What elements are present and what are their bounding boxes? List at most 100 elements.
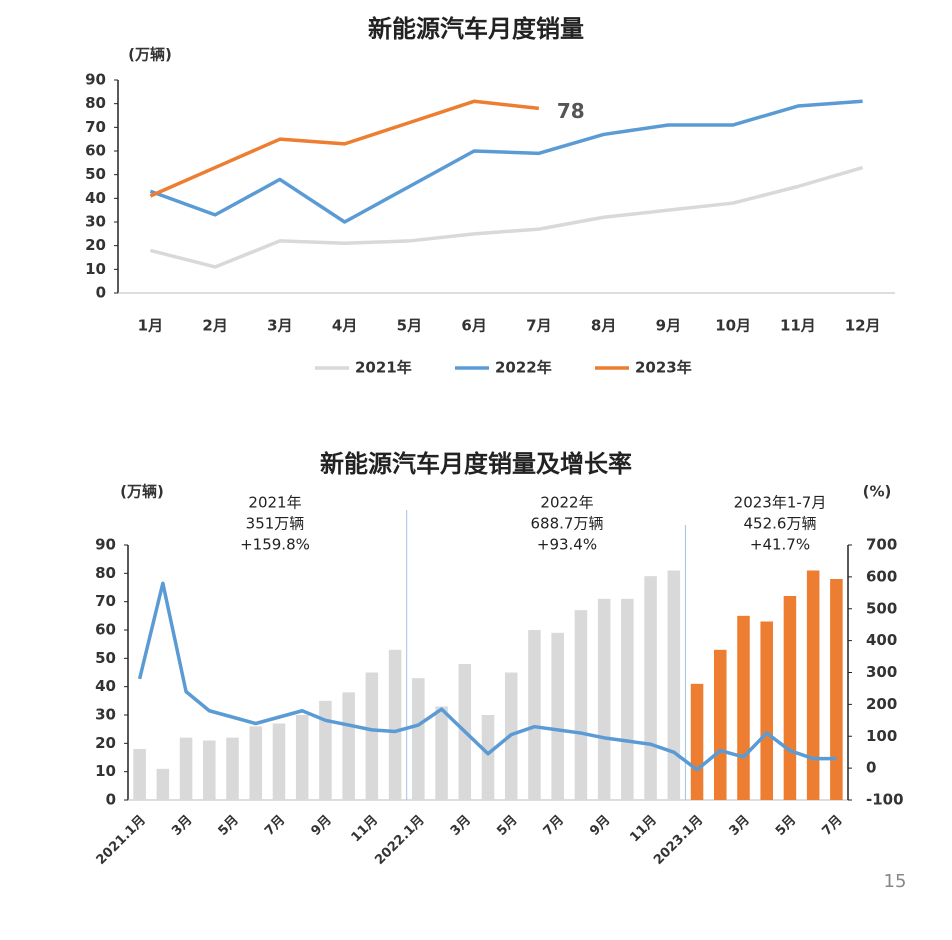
bar xyxy=(806,570,820,800)
chart-title: 新能源汽车月度销量 xyxy=(368,15,584,43)
x-tick-label: 5月 xyxy=(216,813,242,839)
annotation: 2022年 xyxy=(540,494,593,512)
y-axis-label: (万辆) xyxy=(128,46,172,64)
bar xyxy=(713,649,727,800)
x-tick-label: 2022.1月 xyxy=(372,813,427,868)
y-tick-label: 10 xyxy=(95,762,116,780)
line xyxy=(137,581,837,772)
bar xyxy=(667,570,681,800)
x-tick-label: 11月 xyxy=(780,317,816,335)
y-tick-label: 20 xyxy=(85,236,106,254)
x-tick-label: 2023.1月 xyxy=(651,813,706,868)
x-tick-label: 2021.1月 xyxy=(94,813,149,868)
y-tick-label: 70 xyxy=(85,118,106,136)
y2-tick-label: 300 xyxy=(866,663,897,681)
y2-tick-label: 0 xyxy=(866,759,876,777)
annotation: +41.7% xyxy=(750,536,810,554)
bar xyxy=(690,683,704,800)
y-tick-label: 0 xyxy=(106,791,116,809)
bar xyxy=(319,700,332,800)
annotation: +93.4% xyxy=(537,536,597,554)
legend-label: 2021年 xyxy=(355,359,412,377)
x-tick-label: 7月 xyxy=(819,813,845,839)
bar xyxy=(249,726,263,800)
bar xyxy=(156,768,170,800)
annotation: 452.6万辆 xyxy=(744,515,817,533)
y-tick-label: 0 xyxy=(96,284,106,302)
y-tick-label: 60 xyxy=(85,142,106,160)
annotation: 688.7万辆 xyxy=(531,515,604,533)
y-tick-label: 40 xyxy=(95,677,116,695)
bar xyxy=(226,737,239,800)
chart-title: 新能源汽车月度销量及增长率 xyxy=(320,450,632,478)
line xyxy=(149,165,864,269)
y-tick-label: 80 xyxy=(85,94,106,112)
bar xyxy=(621,598,634,800)
y-tick-label: 90 xyxy=(95,536,116,554)
x-tick-label: 6月 xyxy=(461,317,486,335)
x-tick-label: 3月 xyxy=(727,813,753,839)
bar xyxy=(481,715,495,800)
x-tick-label: 11月 xyxy=(627,813,660,846)
y-tick-label: 70 xyxy=(95,592,116,610)
y2-tick-label: 600 xyxy=(866,567,897,585)
y-tick-label: 30 xyxy=(95,706,116,724)
x-tick-label: 4月 xyxy=(332,317,357,335)
annotation: 2023年1-7月 xyxy=(734,494,827,512)
page-number: 15 xyxy=(884,871,907,892)
bar xyxy=(365,672,379,800)
y2-tick-label: 500 xyxy=(866,599,897,617)
bar xyxy=(203,740,216,800)
x-tick-label: 11月 xyxy=(349,813,382,846)
bar xyxy=(133,749,146,800)
y2-tick-label: 700 xyxy=(866,536,897,554)
x-tick-label: 10月 xyxy=(715,317,751,335)
x-tick-label: 5月 xyxy=(773,813,799,839)
y2-tick-label: 200 xyxy=(866,695,897,713)
y-tick-label: 30 xyxy=(85,213,106,231)
y-tick-label: 50 xyxy=(85,165,106,183)
y2-tick-label: 400 xyxy=(866,631,897,649)
data-label: 78 xyxy=(557,99,585,123)
x-tick-label: 12月 xyxy=(845,317,881,335)
y-tick-label: 40 xyxy=(85,189,106,207)
bar xyxy=(342,692,355,800)
x-tick-label: 7月 xyxy=(541,813,567,839)
annotation: 2021年 xyxy=(248,494,301,512)
x-tick-label: 7月 xyxy=(262,813,288,839)
bar xyxy=(528,630,541,800)
y-tick-label: 20 xyxy=(95,734,116,752)
x-tick-label: 5月 xyxy=(397,317,422,335)
legend-label: 2023年 xyxy=(635,359,692,377)
bar xyxy=(295,715,309,800)
x-tick-label: 7月 xyxy=(526,317,551,335)
x-tick-label: 9月 xyxy=(309,813,335,839)
bar xyxy=(574,610,588,800)
bar xyxy=(179,737,193,800)
x-tick-label: 9月 xyxy=(656,317,681,335)
x-tick-label: 1月 xyxy=(138,317,163,335)
line xyxy=(149,99,863,224)
x-tick-label: 3月 xyxy=(169,813,195,839)
x-tick-label: 9月 xyxy=(587,813,613,839)
x-tick-label: 5月 xyxy=(494,813,520,839)
x-tick-label: 8月 xyxy=(591,317,616,335)
y2-tick-label: -100 xyxy=(866,791,904,809)
bar xyxy=(551,632,564,800)
bar xyxy=(737,615,750,800)
x-tick-label: 3月 xyxy=(448,813,474,839)
y-tick-label: 10 xyxy=(85,260,106,278)
bar xyxy=(435,706,448,800)
bar xyxy=(783,596,797,800)
y2-axis-label: (%) xyxy=(863,483,892,501)
bar xyxy=(644,576,657,800)
y-tick-label: 80 xyxy=(95,564,116,582)
y-tick-label: 60 xyxy=(95,621,116,639)
bar xyxy=(830,579,843,800)
bar xyxy=(388,649,402,800)
annotation: +159.8% xyxy=(240,536,310,554)
annotation: 351万辆 xyxy=(246,515,305,533)
legend-label: 2022年 xyxy=(495,359,552,377)
x-tick-label: 2月 xyxy=(202,317,227,335)
